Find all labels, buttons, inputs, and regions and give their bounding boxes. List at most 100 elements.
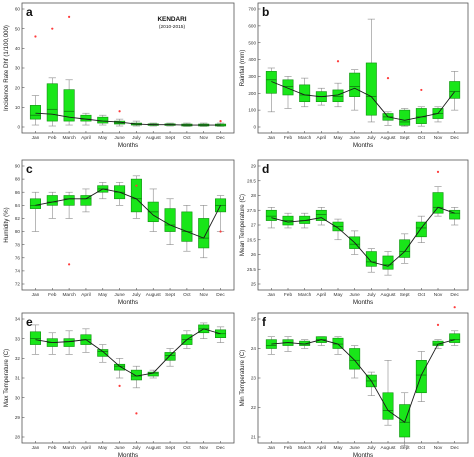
- panel-d: 25 25.5 26 26.5 27 27.5 28 28.5 29 Jan Feb March Apr…: [239, 159, 469, 306]
- x-tick-label: July: [367, 292, 376, 298]
- y-tick-label: 700: [248, 7, 256, 12]
- x-tick-label: Nov: [434, 445, 443, 451]
- x-tick-label: June: [114, 135, 125, 141]
- y-tick-label: 500: [248, 40, 256, 45]
- iqr-box: [63, 195, 75, 206]
- x-tick-label: Jan: [267, 445, 275, 451]
- box-oct: [181, 205, 193, 252]
- x-tick-label: August: [146, 445, 162, 451]
- y-tick-label: 50: [15, 26, 21, 31]
- box-april: [80, 188, 92, 213]
- iqr-box: [332, 89, 344, 103]
- box-jan: [265, 67, 277, 113]
- y-tick-label: 88: [15, 177, 21, 182]
- y-tick-label: 24: [251, 346, 257, 351]
- outlier-point: [219, 230, 222, 233]
- outlier-point: [453, 306, 456, 309]
- y-tick-label: 23: [251, 376, 257, 381]
- y-axis-label: Mean Temperature (C): [239, 194, 246, 256]
- y-tick-label: 60: [15, 7, 21, 12]
- x-axis-label: Months: [353, 452, 373, 457]
- outlier-point: [420, 88, 423, 92]
- box-feb: [46, 77, 58, 127]
- x-tick-label: Feb: [48, 135, 57, 141]
- x-tick-label: May: [333, 135, 343, 141]
- x-tick-label: April: [81, 135, 91, 141]
- iqr-box: [265, 71, 277, 94]
- y-tick-label: 82: [15, 216, 21, 221]
- x-tick-label: May: [333, 292, 343, 298]
- iqr-box: [46, 83, 58, 122]
- outlier-point: [68, 15, 71, 18]
- x-tick-label: Dec: [216, 292, 225, 298]
- iqr-box: [449, 81, 461, 99]
- box-jan: [29, 324, 41, 355]
- x-tick-label: June: [114, 445, 125, 451]
- x-tick-label: Dec: [450, 135, 459, 141]
- iqr-box: [432, 340, 444, 346]
- y-tick-label: 72: [15, 282, 21, 287]
- box-sept: [164, 198, 176, 245]
- x-tick-label: May: [98, 445, 108, 451]
- x-tick-label: April: [81, 445, 91, 451]
- panel-label: b: [262, 5, 269, 19]
- x-axis-label: Months: [118, 142, 138, 149]
- x-tick-label: April: [81, 292, 91, 298]
- y-tick-label: 90: [15, 164, 21, 169]
- box-march: [299, 77, 311, 108]
- x-tick-label: March: [62, 445, 76, 451]
- trend-line: [35, 112, 221, 126]
- x-tick-label: Jan: [32, 445, 40, 451]
- iqr-box: [265, 209, 277, 221]
- x-tick-label: June: [114, 292, 125, 298]
- x-tick-label: March: [298, 292, 312, 298]
- trend-line: [271, 81, 456, 121]
- iqr-box: [382, 392, 394, 420]
- iqr-box: [164, 352, 176, 361]
- x-tick-label: May: [98, 135, 108, 141]
- box-april: [315, 207, 327, 226]
- iqr-box: [97, 116, 109, 124]
- iqr-box: [432, 192, 444, 214]
- x-tick-label: May: [98, 292, 108, 298]
- panel-f: 21 22 23 24 25 Jan Feb March April May June July Aug…: [239, 306, 469, 457]
- y-tick-label: 28.5: [247, 178, 256, 183]
- x-tick-label: August: [146, 292, 162, 298]
- y-tick-label: 27.5: [247, 208, 256, 213]
- chart-title: KENDARI: [157, 16, 186, 23]
- x-tick-label: March: [62, 135, 76, 141]
- outlier-point: [51, 27, 54, 30]
- panel-label: d: [262, 162, 269, 176]
- y-tick-label: 100: [248, 108, 256, 113]
- y-tick-label: 28: [15, 435, 21, 440]
- y-axis-label: Incidence Rate Dhf (1/100,000): [3, 25, 10, 111]
- y-tick-label: 26.5: [247, 237, 256, 242]
- y-tick-label: 78: [15, 242, 21, 247]
- panel-label: a: [26, 5, 33, 19]
- x-tick-label: August: [381, 135, 397, 141]
- box-jan: [265, 207, 277, 229]
- x-tick-label: Nov: [434, 135, 443, 141]
- y-axis-label: Min Temperature (C): [239, 350, 246, 407]
- x-tick-label: Feb: [48, 445, 57, 451]
- x-tick-label: July: [132, 135, 141, 141]
- box-feb: [282, 76, 294, 109]
- y-tick-label: 30: [15, 66, 21, 71]
- x-tick-label: August: [381, 445, 397, 451]
- box-june: [349, 69, 361, 111]
- y-tick-label: 0: [17, 125, 20, 130]
- iqr-box: [315, 209, 327, 221]
- outlier-point: [118, 384, 121, 387]
- y-tick-label: 84: [15, 203, 21, 208]
- panel-label: e: [26, 315, 33, 329]
- iqr-box: [399, 404, 411, 438]
- y-tick-label: 28: [251, 193, 257, 198]
- y-tick-label: 27: [251, 223, 257, 228]
- outlier-point: [118, 110, 121, 113]
- box-sept: [164, 348, 176, 367]
- x-tick-label: March: [298, 135, 312, 141]
- x-axis-label: Months: [353, 142, 373, 149]
- iqr-box: [114, 363, 126, 371]
- outlier-point: [436, 323, 440, 326]
- plot-area: [21, 312, 235, 444]
